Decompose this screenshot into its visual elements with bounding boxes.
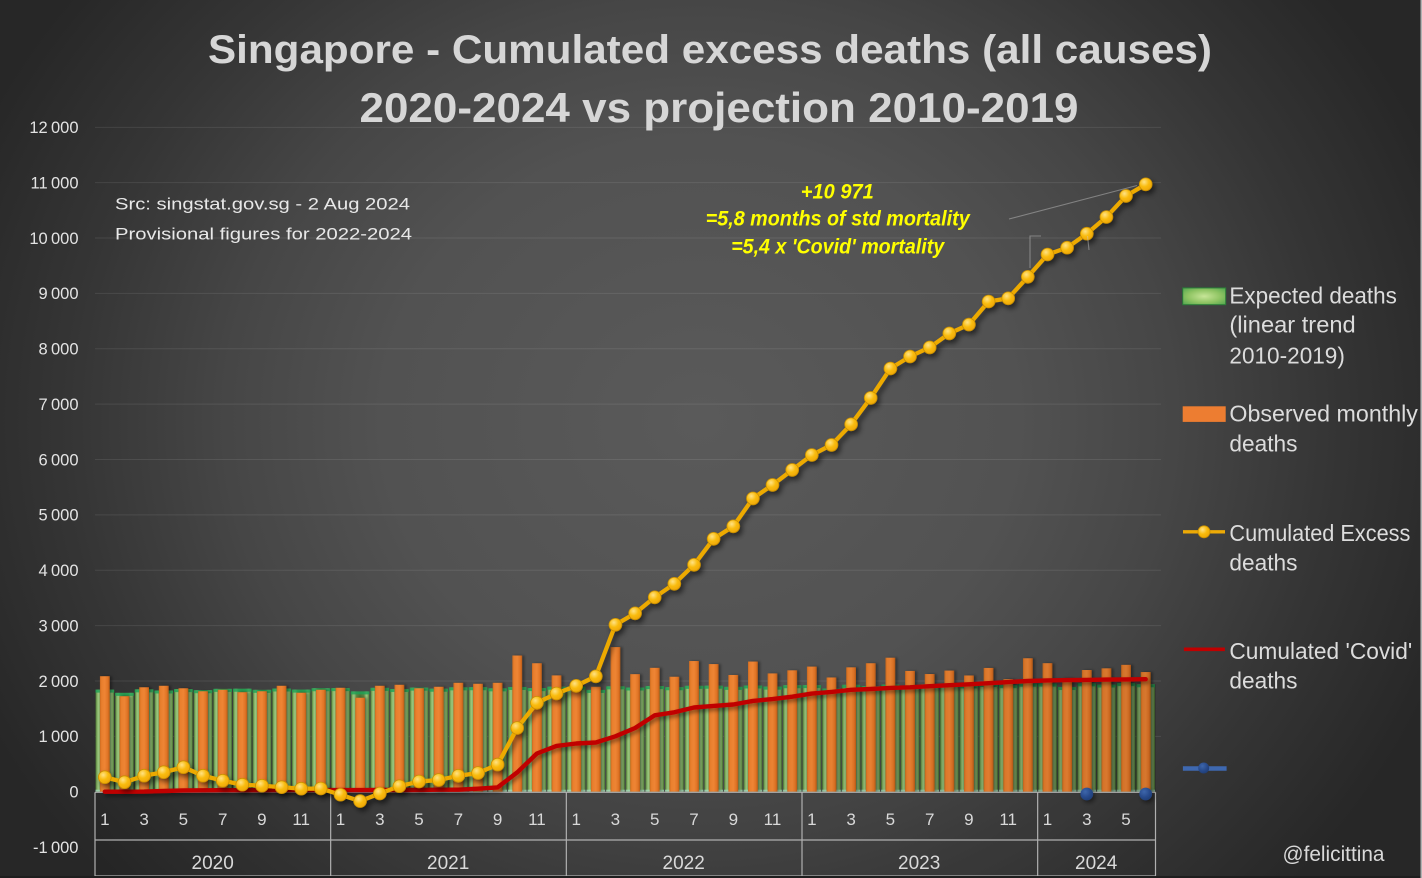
svg-text:9: 9 xyxy=(493,810,502,829)
svg-text:deaths: deaths xyxy=(1229,431,1297,457)
svg-text:5: 5 xyxy=(414,810,423,829)
svg-text:1: 1 xyxy=(1043,810,1052,829)
svg-text:Expected deaths: Expected deaths xyxy=(1229,283,1397,309)
svg-text:Singapore - Cumulated excess d: Singapore - Cumulated excess deaths (all… xyxy=(208,28,1212,72)
svg-text:9: 9 xyxy=(729,810,738,829)
svg-text:3 000: 3 000 xyxy=(38,617,78,635)
svg-text:2022: 2022 xyxy=(663,853,705,874)
svg-text:11 000: 11 000 xyxy=(31,175,79,193)
svg-text:+10 971: +10 971 xyxy=(801,181,874,204)
svg-text:2010-2019): 2010-2019) xyxy=(1229,342,1345,368)
svg-text:2 000: 2 000 xyxy=(38,673,78,691)
svg-text:1: 1 xyxy=(807,810,816,829)
svg-text:7 000: 7 000 xyxy=(38,396,78,414)
svg-text:2021: 2021 xyxy=(427,853,469,874)
svg-text:5: 5 xyxy=(179,810,188,829)
svg-text:1: 1 xyxy=(100,810,109,829)
svg-text:11: 11 xyxy=(764,810,782,829)
svg-text:5 000: 5 000 xyxy=(38,507,78,525)
svg-text:=5,8 months of std mortality: =5,8 months of std mortality xyxy=(706,207,971,230)
svg-text:3: 3 xyxy=(1082,810,1091,829)
svg-text:1: 1 xyxy=(571,810,580,829)
svg-text:7: 7 xyxy=(454,810,463,829)
svg-text:7: 7 xyxy=(925,810,934,829)
svg-text:1 000: 1 000 xyxy=(38,728,78,746)
svg-text:8 000: 8 000 xyxy=(38,341,78,359)
svg-text:5: 5 xyxy=(1121,810,1130,829)
svg-text:4 000: 4 000 xyxy=(38,562,78,580)
svg-text:2020: 2020 xyxy=(192,853,234,874)
svg-text:9 000: 9 000 xyxy=(38,285,78,303)
svg-text:-1 000: -1 000 xyxy=(33,839,79,857)
svg-text:2020-2024 vs projection 2010-2: 2020-2024 vs projection 2010-2019 xyxy=(360,84,1079,131)
svg-text:5: 5 xyxy=(886,810,895,829)
svg-text:deaths: deaths xyxy=(1229,550,1297,576)
svg-text:@felicittina: @felicittina xyxy=(1282,843,1384,866)
svg-text:Cumulated 'Covid': Cumulated 'Covid' xyxy=(1229,638,1412,664)
svg-text:0: 0 xyxy=(69,784,78,802)
svg-text:11: 11 xyxy=(528,810,546,829)
svg-text:Observed monthly: Observed monthly xyxy=(1229,401,1418,427)
svg-text:11: 11 xyxy=(999,810,1017,829)
svg-text:1: 1 xyxy=(336,810,345,829)
svg-text:(linear trend: (linear trend xyxy=(1229,312,1355,338)
svg-text:Provisional figures for 2022-2: Provisional figures for 2022-2024 xyxy=(115,225,412,243)
svg-text:Src: singstat.gov.sg - 2 Aug 2: Src: singstat.gov.sg - 2 Aug 2024 xyxy=(115,195,410,213)
svg-text:9: 9 xyxy=(964,810,973,829)
svg-text:10 000: 10 000 xyxy=(29,230,78,248)
svg-text:2023: 2023 xyxy=(898,853,940,874)
svg-text:3: 3 xyxy=(139,810,148,829)
svg-text:9: 9 xyxy=(257,810,266,829)
svg-text:12 000: 12 000 xyxy=(29,119,78,137)
svg-text:7: 7 xyxy=(218,810,227,829)
svg-text:11: 11 xyxy=(292,810,310,829)
svg-text:3: 3 xyxy=(846,810,855,829)
svg-text:3: 3 xyxy=(375,810,384,829)
svg-text:=5,4 x 'Covid' mortality: =5,4 x 'Covid' mortality xyxy=(731,235,945,258)
svg-text:2024: 2024 xyxy=(1075,853,1118,874)
svg-text:deaths: deaths xyxy=(1229,668,1297,694)
svg-text:5: 5 xyxy=(650,810,659,829)
svg-text:7: 7 xyxy=(689,810,698,829)
svg-text:6 000: 6 000 xyxy=(38,451,78,469)
svg-text:3: 3 xyxy=(611,810,620,829)
svg-text:Cumulated Excess: Cumulated Excess xyxy=(1229,520,1410,546)
